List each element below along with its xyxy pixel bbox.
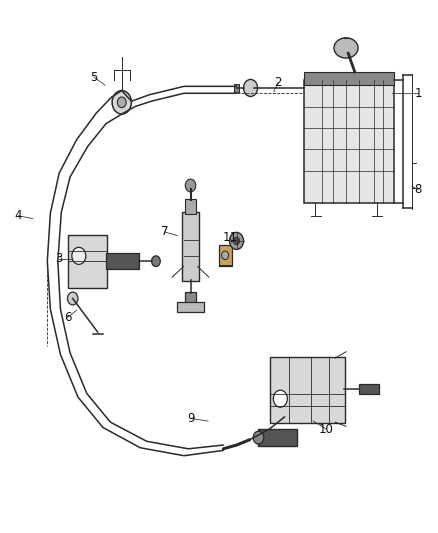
Circle shape [230,232,244,249]
FancyBboxPatch shape [304,72,394,85]
FancyBboxPatch shape [219,245,232,266]
Circle shape [152,256,160,266]
FancyBboxPatch shape [234,84,239,92]
Circle shape [67,292,78,305]
Text: 1: 1 [414,87,422,100]
FancyBboxPatch shape [185,292,196,303]
Circle shape [222,251,229,260]
Circle shape [244,79,258,96]
Text: 8: 8 [415,183,422,196]
Text: 3: 3 [56,252,63,265]
Text: 2: 2 [274,76,282,89]
Text: 7: 7 [160,225,168,238]
FancyBboxPatch shape [182,212,199,281]
Circle shape [112,91,131,114]
Circle shape [233,237,240,245]
Circle shape [253,431,264,444]
FancyBboxPatch shape [106,253,139,269]
Circle shape [185,179,196,192]
Circle shape [72,247,86,264]
Text: 10: 10 [319,423,334,435]
Ellipse shape [334,38,358,58]
FancyBboxPatch shape [270,357,345,423]
Circle shape [117,97,126,108]
FancyBboxPatch shape [304,80,394,203]
Text: 4: 4 [14,209,22,222]
Text: 9: 9 [187,412,194,425]
FancyBboxPatch shape [359,384,379,394]
Text: 6: 6 [64,311,72,324]
FancyBboxPatch shape [258,429,297,446]
Text: 5: 5 [91,71,98,84]
FancyBboxPatch shape [185,199,196,214]
FancyBboxPatch shape [68,235,107,288]
FancyBboxPatch shape [177,302,204,312]
Circle shape [273,390,287,407]
Text: 11: 11 [223,231,237,244]
